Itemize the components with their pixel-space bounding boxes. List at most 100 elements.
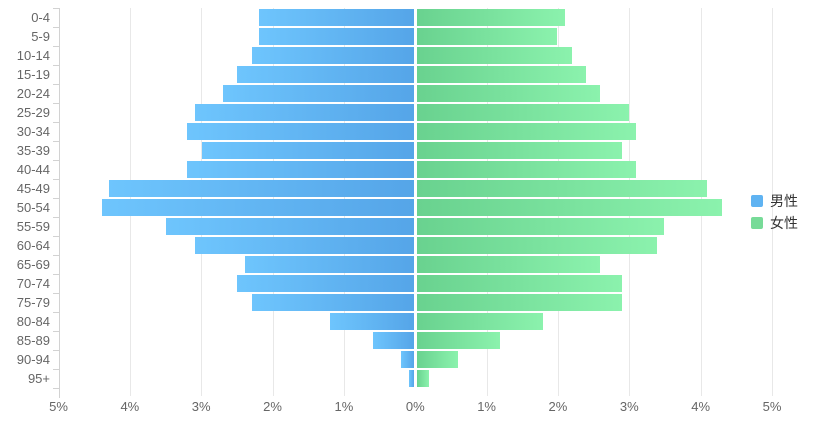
age-group-label: 60-64 (16, 238, 50, 253)
gridline (772, 8, 773, 396)
axis-tick (52, 255, 59, 256)
axis-tick (52, 388, 59, 389)
bar-female-30-34[interactable] (416, 123, 636, 140)
axis-tick (52, 198, 59, 199)
percent-tick-label: 3% (619, 399, 639, 414)
axis-tick (52, 179, 59, 180)
age-group-label: 55-59 (16, 219, 50, 234)
age-group-label: 15-19 (16, 67, 50, 82)
axis-tick (52, 141, 59, 142)
percent-tick-label: 1% (334, 399, 354, 414)
axis-tick (52, 27, 59, 28)
bar-male-85-89[interactable] (372, 332, 414, 349)
percent-tick-label: 4% (120, 399, 140, 414)
age-group-label: 45-49 (16, 181, 50, 196)
axis-tick (52, 46, 59, 47)
bar-female-15-19[interactable] (416, 66, 586, 83)
y-axis-line (58, 8, 60, 398)
bar-female-60-64[interactable] (416, 237, 658, 254)
legend-item-male[interactable]: 男性 (751, 194, 798, 208)
percent-tick-label: 5% (762, 399, 782, 414)
bar-female-75-79[interactable] (416, 294, 622, 311)
percent-tick-label: 2% (263, 399, 282, 414)
percent-tick-label: 2% (548, 399, 568, 414)
legend-item-female[interactable]: 女性 (751, 216, 798, 230)
bar-female-20-24[interactable] (416, 85, 601, 102)
age-group-label: 80-84 (16, 314, 50, 329)
age-group-label: 0-4 (31, 10, 50, 25)
bar-male-60-64[interactable] (194, 237, 414, 254)
bar-male-70-74[interactable] (237, 275, 414, 292)
bar-female-95+[interactable] (416, 370, 430, 387)
age-group-label: 90-94 (16, 352, 50, 367)
age-group-label: 50-54 (16, 200, 50, 215)
bar-female-80-84[interactable] (416, 313, 544, 330)
bar-female-0-4[interactable] (416, 9, 565, 26)
bar-male-95+[interactable] (408, 370, 414, 387)
bar-male-30-34[interactable] (187, 123, 414, 140)
age-group-label: 10-14 (16, 48, 50, 63)
axis-tick (52, 312, 59, 313)
bar-male-35-39[interactable] (201, 142, 414, 159)
axis-tick (52, 8, 59, 9)
axis-tick (52, 65, 59, 66)
age-group-label: 40-44 (16, 162, 50, 177)
bar-male-20-24[interactable] (223, 85, 414, 102)
age-group-label: 85-89 (16, 333, 50, 348)
bar-female-35-39[interactable] (416, 142, 622, 159)
axis-tick (52, 103, 59, 104)
percent-tick-label: 1% (477, 399, 496, 414)
age-group-label: 95+ (27, 371, 50, 386)
axis-tick (52, 293, 59, 294)
age-group-label: 75-79 (16, 295, 50, 310)
bar-male-80-84[interactable] (330, 313, 414, 330)
bar-female-10-14[interactable] (416, 47, 572, 64)
bar-female-70-74[interactable] (416, 275, 622, 292)
age-group-label: 65-69 (16, 257, 50, 272)
male-swatch-icon (751, 195, 763, 207)
bar-male-75-79[interactable] (251, 294, 414, 311)
axis-tick (52, 350, 59, 351)
bar-male-50-54[interactable] (101, 199, 414, 216)
bar-female-45-49[interactable] (416, 180, 708, 197)
bar-male-90-94[interactable] (401, 351, 414, 368)
bar-female-50-54[interactable] (416, 199, 722, 216)
age-group-label: 5-9 (31, 29, 50, 44)
axis-tick (52, 84, 59, 85)
bar-male-65-69[interactable] (244, 256, 414, 273)
legend-label-male: 男性 (770, 193, 798, 209)
age-group-label: 25-29 (16, 105, 50, 120)
axis-tick (52, 331, 59, 332)
bar-female-40-44[interactable] (416, 161, 636, 178)
age-group-label: 35-39 (16, 143, 50, 158)
bar-female-25-29[interactable] (416, 104, 629, 121)
bar-male-40-44[interactable] (187, 161, 414, 178)
percent-tick-label: 3% (191, 399, 211, 414)
bar-male-5-9[interactable] (258, 28, 414, 45)
axis-tick (52, 122, 59, 123)
legend-label-female: 女性 (770, 215, 798, 231)
percent-tick-label: 5% (49, 399, 68, 414)
bar-male-10-14[interactable] (251, 47, 414, 64)
axis-tick (52, 217, 59, 218)
legend: 男性 女性 (751, 194, 798, 238)
percent-tick-label: 0% (405, 399, 425, 414)
axis-tick (52, 160, 59, 161)
percent-tick-label: 4% (691, 399, 711, 414)
bar-male-0-4[interactable] (258, 9, 414, 26)
bar-female-90-94[interactable] (416, 351, 458, 368)
bar-female-85-89[interactable] (416, 332, 501, 349)
bar-male-45-49[interactable] (108, 180, 414, 197)
bar-female-65-69[interactable] (416, 256, 601, 273)
bar-female-55-59[interactable] (416, 218, 665, 235)
female-swatch-icon (751, 217, 763, 229)
age-group-label: 20-24 (16, 86, 50, 101)
age-group-label: 30-34 (16, 124, 50, 139)
bar-male-15-19[interactable] (237, 66, 414, 83)
bar-male-55-59[interactable] (166, 218, 414, 235)
axis-tick (52, 274, 59, 275)
axis-tick (52, 369, 59, 370)
bar-male-25-29[interactable] (194, 104, 414, 121)
bar-female-5-9[interactable] (416, 28, 558, 45)
